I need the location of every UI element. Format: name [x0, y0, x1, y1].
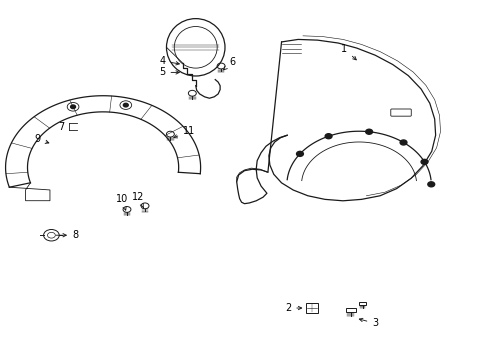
Circle shape — [399, 140, 406, 145]
Text: 5: 5 — [159, 67, 179, 77]
Text: 3: 3 — [359, 318, 378, 328]
Circle shape — [123, 103, 128, 107]
Ellipse shape — [174, 27, 217, 68]
Text: 8: 8 — [56, 230, 79, 240]
Circle shape — [70, 105, 75, 109]
Text: 2: 2 — [285, 303, 301, 313]
Circle shape — [427, 182, 434, 187]
Circle shape — [325, 134, 331, 139]
Text: 7: 7 — [58, 122, 64, 131]
Circle shape — [420, 159, 427, 165]
Text: 1: 1 — [341, 44, 356, 60]
Text: 6: 6 — [224, 57, 235, 70]
FancyBboxPatch shape — [345, 308, 355, 312]
FancyBboxPatch shape — [358, 302, 366, 305]
Text: 11: 11 — [174, 126, 195, 138]
Ellipse shape — [166, 19, 224, 76]
Text: 4: 4 — [159, 56, 179, 66]
FancyBboxPatch shape — [390, 109, 410, 116]
Circle shape — [296, 151, 303, 156]
Text: 9: 9 — [35, 134, 49, 144]
Text: 10: 10 — [115, 194, 127, 210]
Circle shape — [365, 129, 372, 134]
Text: 12: 12 — [132, 192, 144, 208]
FancyBboxPatch shape — [305, 303, 317, 313]
